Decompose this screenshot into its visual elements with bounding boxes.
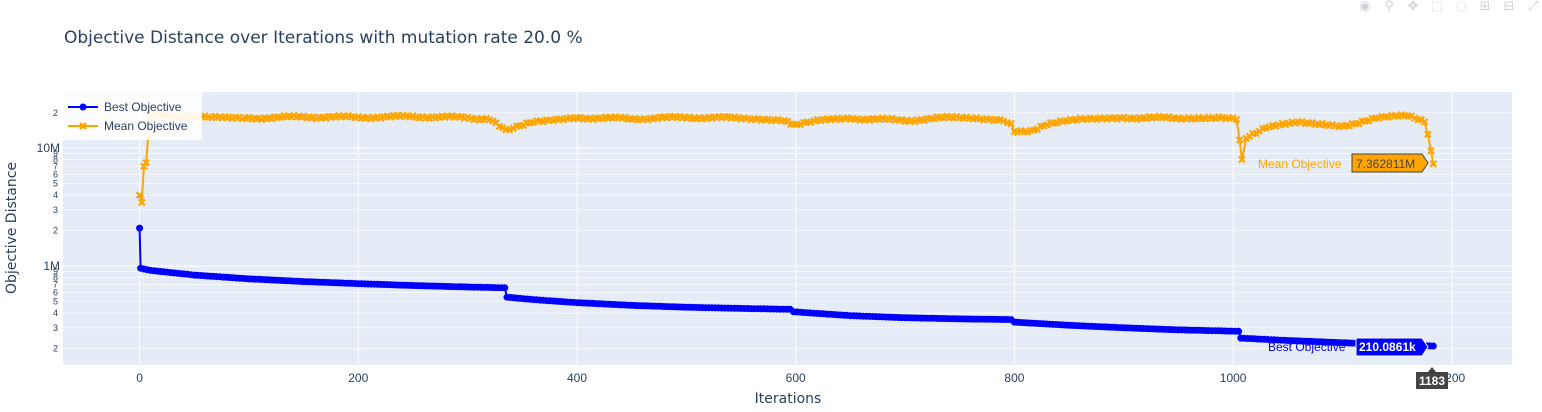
y-minor-tick-label: 8 bbox=[53, 273, 58, 283]
y-minor-tick-label: 7 bbox=[53, 162, 58, 172]
hover-label-mean: Mean Objective 7.362811M bbox=[1258, 153, 1429, 173]
data-point bbox=[1238, 155, 1246, 164]
chart-title: Objective Distance over Iterations with … bbox=[64, 28, 583, 48]
box-select-icon[interactable]: ⬚ bbox=[1430, 0, 1444, 14]
data-point bbox=[142, 158, 150, 167]
data-point bbox=[137, 198, 146, 207]
x-tick-label: 600 bbox=[786, 371, 806, 385]
y-axis-label: Objective Distance bbox=[4, 162, 20, 294]
data-point bbox=[1429, 160, 1438, 168]
y-minor-tick-label: 2 bbox=[53, 226, 58, 236]
x-tick-label: 200 bbox=[348, 371, 368, 385]
x-tick-label: 0 bbox=[136, 371, 143, 385]
hover-label-best: Best Objective 210.0861k bbox=[1268, 337, 1429, 357]
data-point bbox=[1232, 115, 1241, 124]
legend-item-best[interactable]: Best Objective bbox=[68, 100, 182, 114]
series-layer bbox=[135, 109, 1438, 350]
data-point bbox=[501, 284, 509, 292]
hover-label-x: 1183 bbox=[1416, 367, 1448, 389]
data-point bbox=[1235, 136, 1244, 144]
zoom-icon[interactable]: ⚲ bbox=[1384, 0, 1394, 14]
y-minor-tick-label: 4 bbox=[53, 308, 58, 318]
legend-label-mean: Mean Objective bbox=[104, 119, 188, 133]
autoscale-icon[interactable]: ⤢ bbox=[1527, 0, 1539, 14]
camera-icon[interactable]: ◉ bbox=[1359, 0, 1371, 14]
y-minor-tick-label: 6 bbox=[53, 287, 58, 297]
hover-mean-value: 7.362811M bbox=[1356, 157, 1415, 171]
pan-icon[interactable]: ✥ bbox=[1407, 0, 1419, 14]
y-minor-tick-label: 9 bbox=[53, 149, 58, 159]
y-minor-tick-label: 5 bbox=[53, 297, 58, 307]
modebar: ◉ ⚲ ✥ ⬚ ◌ ⊞ ⊟ ⤢ bbox=[1358, 0, 1542, 14]
y-minor-tick-label: 5 bbox=[53, 179, 58, 189]
y-tick-label: 1M bbox=[43, 259, 60, 273]
data-point bbox=[1235, 327, 1243, 335]
y-minor-tick-label: 8 bbox=[53, 155, 58, 165]
hover-best-value: 210.0861k bbox=[1359, 340, 1416, 354]
data-point bbox=[136, 224, 144, 232]
hover-mean-name: Mean Objective bbox=[1258, 157, 1342, 171]
y-minor-tick-label: 3 bbox=[53, 205, 58, 215]
legend-item-mean[interactable]: Mean Objective bbox=[68, 119, 188, 133]
hover-x-value: 1183 bbox=[1419, 374, 1445, 388]
y-minor-tick-label: 3 bbox=[53, 323, 58, 333]
x-tick-label: 800 bbox=[1004, 371, 1024, 385]
y-tick-label: 10M bbox=[37, 141, 60, 155]
y-minor-tick-label: 9 bbox=[53, 267, 58, 277]
y-minor-tick-label: 2 bbox=[53, 108, 58, 118]
data-point bbox=[1429, 342, 1437, 350]
plot-area[interactable] bbox=[63, 92, 1512, 365]
series-best bbox=[136, 224, 1437, 350]
data-point bbox=[1424, 130, 1432, 138]
zoom-out-icon[interactable]: ⊟ bbox=[1503, 0, 1515, 14]
x-tick-label: 400 bbox=[567, 371, 587, 385]
y-minor-tick-label: 6 bbox=[53, 169, 58, 179]
y-minor-tick-label: 7 bbox=[53, 279, 58, 289]
data-point bbox=[1427, 147, 1435, 155]
y-minor-tick-label: 2 bbox=[53, 344, 58, 354]
legend-label-best: Best Objective bbox=[104, 100, 182, 114]
x-axis-label: Iterations bbox=[755, 391, 822, 407]
hover-best-name: Best Objective bbox=[1268, 340, 1346, 354]
x-tick-label: 1000 bbox=[1220, 371, 1247, 385]
y-minor-tick-label: 4 bbox=[53, 190, 58, 200]
legend[interactable]: Best Objective Mean Objective bbox=[63, 92, 202, 140]
zoom-in-icon[interactable]: ⊞ bbox=[1479, 0, 1491, 14]
data-point bbox=[1007, 119, 1015, 128]
data-point bbox=[1420, 118, 1429, 126]
lasso-icon[interactable]: ◌ bbox=[1455, 0, 1467, 14]
data-point bbox=[135, 191, 144, 199]
